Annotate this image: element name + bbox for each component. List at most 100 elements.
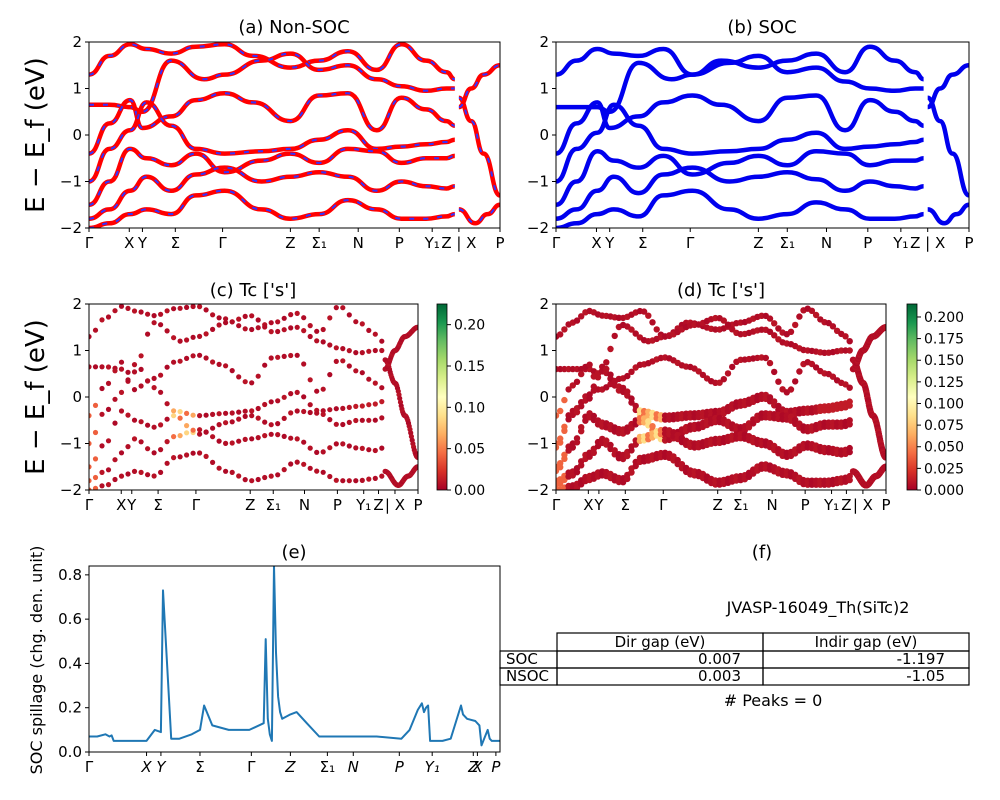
tc-point — [242, 326, 248, 332]
tc-point — [340, 421, 346, 428]
xtick-label: Γ — [659, 496, 668, 514]
tc-point — [632, 462, 639, 470]
tc-point — [92, 364, 99, 370]
tc-point — [190, 304, 196, 310]
tc-point — [105, 406, 112, 412]
tc-point — [294, 352, 300, 358]
tc-point — [762, 354, 769, 362]
tc-point — [628, 368, 635, 375]
ytick-label: 2 — [72, 33, 82, 51]
tc-point — [242, 379, 248, 385]
tc-point — [210, 359, 216, 365]
tc-point — [729, 326, 736, 333]
tc-point — [359, 445, 365, 451]
panel-d-colorbar-ticks: 0.000 0.025 0.050 0.075 0.100 0.125 0.150 0.175… — [917, 310, 964, 499]
tc-point — [92, 474, 99, 481]
tc-point — [229, 440, 235, 446]
tc-point — [327, 445, 333, 451]
panel-e-frame — [88, 565, 501, 753]
tc-point — [216, 438, 222, 444]
tc-point — [184, 355, 190, 361]
tc-point — [340, 358, 346, 364]
tc-point — [288, 410, 294, 416]
tc-point — [628, 326, 635, 333]
tc-point — [745, 424, 753, 431]
tc-point — [89, 464, 92, 470]
tc-point — [649, 319, 656, 326]
xtick-label: Σ₁ — [311, 234, 327, 252]
ylabel-row1: E − E_f (eV) — [21, 57, 51, 213]
tc-point — [216, 361, 222, 367]
tc-point — [89, 334, 92, 340]
panel-a: (a) Non-SOC 2 1 0 −1 −2 Γ X Y Σ Γ Z Σ₁ N P Y₁ Z | X P — [60, 17, 505, 252]
tc-point — [561, 326, 568, 333]
xtick-label: Σ₁ — [320, 758, 336, 776]
tc-point — [249, 436, 255, 442]
tc-point — [99, 483, 105, 489]
tc-point — [359, 477, 365, 483]
xtick-label: P — [395, 234, 404, 252]
xtick-label: Σ₁ — [780, 234, 796, 252]
tc-point — [569, 444, 576, 451]
tc-point — [236, 323, 242, 329]
tc-point — [177, 305, 183, 311]
colorbar-tick-label: 0.175 — [924, 332, 964, 348]
tc-point — [275, 432, 281, 438]
xtick-label: Y — [156, 758, 167, 776]
tc-point — [294, 459, 300, 465]
ytick-label: 0 — [539, 126, 549, 144]
soc-band — [556, 149, 924, 208]
tc-point — [372, 347, 378, 354]
tc-point — [557, 407, 564, 415]
ytick-label: −1 — [60, 173, 82, 191]
panel-d-colorbar — [906, 303, 918, 491]
tc-point — [301, 361, 307, 367]
panel-b-bands — [556, 44, 969, 228]
tc-point — [294, 408, 300, 414]
tc-point — [131, 468, 138, 474]
tc-point — [771, 368, 778, 376]
tc-point — [118, 408, 125, 414]
ytick-label: 1 — [539, 80, 549, 98]
tc-point — [695, 368, 702, 375]
tc-point — [346, 312, 352, 318]
xtick-label: P — [863, 234, 872, 252]
tc-point — [164, 328, 170, 334]
xtick-label: Z — [373, 496, 383, 514]
tc-point — [216, 322, 222, 328]
xtick-label: Γ — [552, 234, 561, 252]
tc-point — [275, 354, 281, 360]
colorbar-tick-label: 0.10 — [454, 400, 485, 416]
tc-point — [359, 417, 365, 423]
tc-point — [327, 417, 333, 423]
tc-point — [190, 353, 196, 359]
tc-point — [145, 422, 151, 428]
tc-point — [268, 320, 274, 326]
tc-point — [607, 345, 614, 353]
tc-point — [766, 315, 774, 322]
tc-point — [112, 420, 118, 426]
xtick-label: | X — [385, 496, 405, 514]
tc-point — [628, 447, 635, 454]
panel-e-ylabel: SOC spillage (chg. den. unit) — [27, 546, 46, 775]
tc-point — [268, 399, 274, 405]
tc-point — [177, 433, 183, 439]
ytick-label: −1 — [60, 435, 82, 453]
peaks-count: # Peaks = 0 — [724, 691, 823, 710]
tc-point — [301, 408, 307, 415]
tc-point — [236, 316, 242, 322]
panel-e-spillage — [89, 566, 500, 747]
table-cell-indir: -1.197 — [897, 650, 945, 668]
tc-point — [197, 427, 203, 433]
tc-point — [105, 314, 112, 320]
tc-point — [145, 446, 151, 452]
tc-point — [197, 413, 203, 419]
tc-point — [846, 384, 853, 391]
tc-point — [138, 469, 144, 475]
tc-point — [177, 358, 183, 364]
tc-point — [556, 444, 560, 451]
tc-point — [184, 337, 190, 343]
tc-point — [145, 472, 151, 478]
tc-point — [255, 317, 261, 323]
tc-point — [556, 412, 560, 419]
